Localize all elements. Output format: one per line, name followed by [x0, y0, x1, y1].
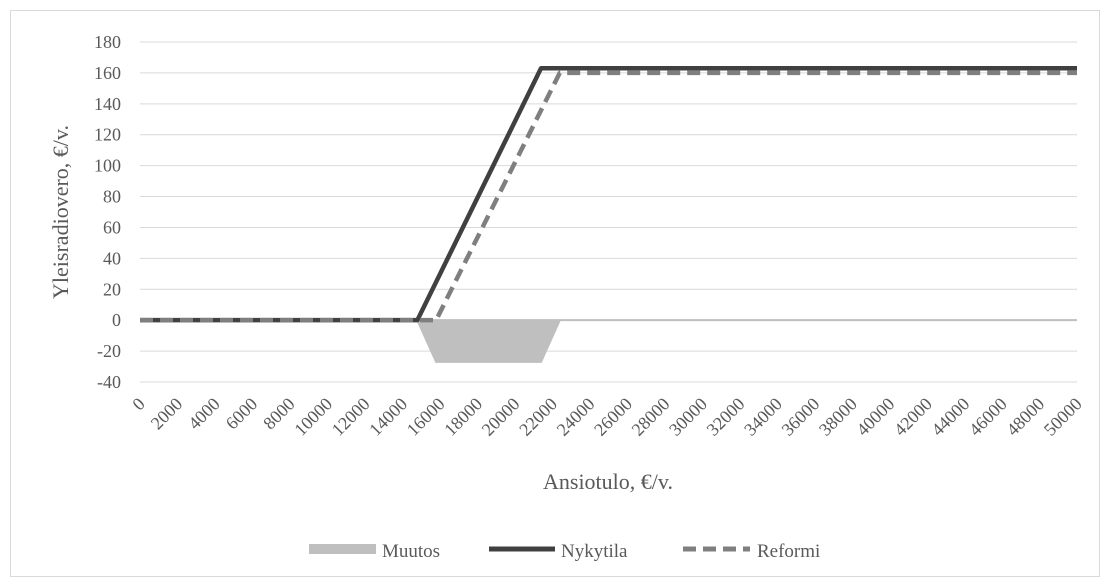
y-tick-label: 160: [94, 63, 121, 83]
series-layer: [140, 66, 1077, 363]
x-tick-label: 28000: [628, 394, 674, 440]
y-tick-labels: 180 160 140 120 100 80 60 40 20 0 -20 -40: [94, 32, 121, 392]
y-tick-label: 20: [103, 279, 121, 299]
x-tick-label: 34000: [740, 394, 786, 440]
x-tick-label: 20000: [478, 394, 524, 440]
y-axis-label: Yleisradiovero, €/v.: [48, 125, 73, 299]
y-tick-label: 120: [94, 125, 121, 145]
legend-label-muutos: Muutos: [382, 541, 440, 562]
x-tick-label: 0: [128, 394, 149, 415]
legend-label-nykytila: Nykytila: [561, 541, 628, 562]
legend-label-reformi: Reformi: [757, 541, 820, 562]
legend: Muutos Nykytila Reformi: [309, 541, 820, 562]
gridlines: [140, 41, 1077, 383]
x-tick-label: 42000: [890, 394, 936, 440]
x-tick-label: 12000: [328, 394, 374, 440]
x-axis-label: Ansiotulo, €/v.: [543, 469, 673, 494]
y-tick-label: 140: [94, 94, 121, 114]
y-tick-label: -20: [97, 341, 121, 361]
x-tick-label: 4000: [184, 394, 224, 434]
x-tick-label: 38000: [815, 394, 861, 440]
x-tick-label: 2000: [147, 394, 187, 434]
x-tick-label: 44000: [927, 394, 973, 440]
x-tick-label: 16000: [403, 394, 449, 440]
series-line-nykytila: [140, 66, 1077, 323]
y-tick-label: 180: [94, 32, 121, 52]
y-tick-label: 0: [112, 310, 121, 330]
x-tick-label: 48000: [1002, 394, 1048, 440]
x-tick-label: 14000: [365, 394, 411, 440]
x-tick-label: 50000: [1040, 394, 1086, 440]
x-tick-label: 22000: [515, 394, 561, 440]
x-tick-label: 36000: [778, 394, 824, 440]
legend-swatch-muutos: [309, 544, 376, 554]
x-tick-label: 30000: [665, 394, 711, 440]
y-tick-label: 60: [103, 217, 121, 237]
x-tick-label: 24000: [553, 394, 599, 440]
series-line-reformi: [140, 70, 1077, 323]
chart-frame: [10, 10, 1100, 577]
y-tick-label: 40: [103, 248, 121, 268]
x-tick-label: 46000: [965, 394, 1011, 440]
y-tick-label: 80: [103, 187, 121, 207]
y-tick-label: 100: [94, 156, 121, 176]
series-area-muutos: [140, 319, 1077, 363]
x-tick-label: 40000: [852, 394, 898, 440]
x-tick-label: 6000: [222, 394, 262, 434]
y-tick-label: -40: [97, 372, 121, 392]
x-tick-label: 10000: [290, 394, 336, 440]
x-tick-label: 18000: [440, 394, 486, 440]
x-tick-label: 32000: [703, 394, 749, 440]
x-tick-labels: 0200040006000800010000120001400016000180…: [128, 394, 1086, 440]
x-tick-label: 26000: [590, 394, 636, 440]
